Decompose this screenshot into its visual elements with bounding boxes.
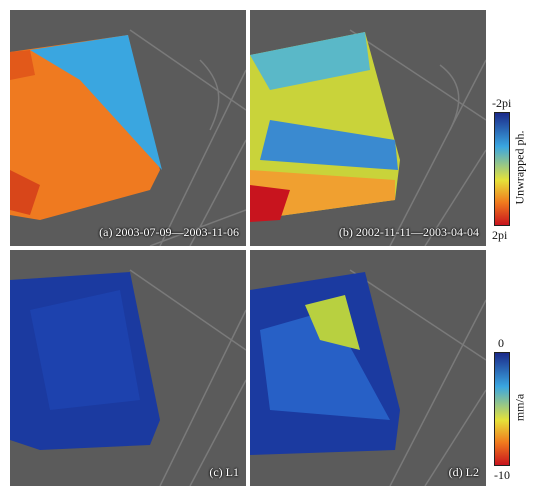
panel-c: (c) L1 [10,250,246,486]
panel-d: (d) L2 [250,250,486,486]
panel-c-image [10,250,246,486]
panel-a: (a) 2003-07-09—2003-11-06 [10,10,246,246]
colorbar-top-min-label: 2pi [492,228,508,242]
panel-a-image [10,10,246,246]
colorbar-bottom-min-label: -10 [494,468,510,482]
colorbar-top-max-label: -2pi [492,96,512,110]
colorbar-top [494,112,510,226]
panel-b: (b) 2002-11-11—2003-04-04 [250,10,486,246]
panel-c-caption: (c) L1 [209,465,239,479]
colorbar-top-title: Unwrapped ph. [512,130,527,205]
panel-a-caption: (a) 2003-07-09—2003-11-06 [99,225,239,239]
colorbar-bottom [494,352,510,466]
panel-b-caption: (b) 2002-11-11—2003-04-04 [338,225,479,239]
colorbar-bottom-title: mm/a [512,393,527,422]
panel-d-caption: (d) L2 [448,465,479,479]
panel-b-image [250,10,486,246]
panel-d-image [250,250,486,486]
colorbar-bottom-max-label: 0 [498,336,504,350]
